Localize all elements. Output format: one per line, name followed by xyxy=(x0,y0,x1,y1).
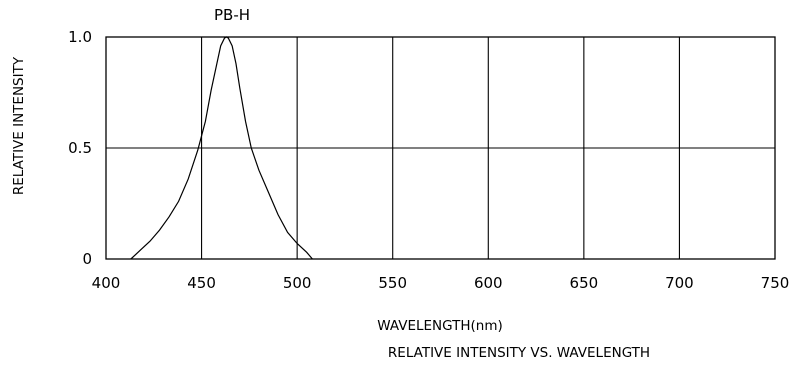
chart-caption: RELATIVE INTENSITY VS. WAVELENGTH xyxy=(388,345,650,361)
y-tick-labels: 0 0.5 1.0 xyxy=(68,28,92,268)
x-axis-label: WAVELENGTH(nm) xyxy=(377,318,503,334)
x-tick-label: 750 xyxy=(761,274,790,292)
chart-title: PB-H xyxy=(214,6,250,24)
x-tick-label: 600 xyxy=(474,274,503,292)
plot-frame xyxy=(105,36,776,260)
x-tick-label: 700 xyxy=(665,274,694,292)
x-tick-label: 550 xyxy=(378,274,407,292)
y-tick-label: 0 xyxy=(82,250,92,268)
x-tick-label: 500 xyxy=(283,274,312,292)
x-tick-labels: 400 450 500 550 600 650 700 750 xyxy=(92,274,790,292)
y-axis-label: RELATIVE INTENSITY xyxy=(11,56,27,195)
x-tick-label: 450 xyxy=(187,274,216,292)
x-tick-label: 650 xyxy=(570,274,599,292)
grid xyxy=(106,37,775,259)
series-line-pb-h xyxy=(130,36,313,260)
x-tick-label: 400 xyxy=(92,274,121,292)
y-tick-label: 1.0 xyxy=(68,28,92,46)
y-tick-label: 0.5 xyxy=(68,139,92,157)
